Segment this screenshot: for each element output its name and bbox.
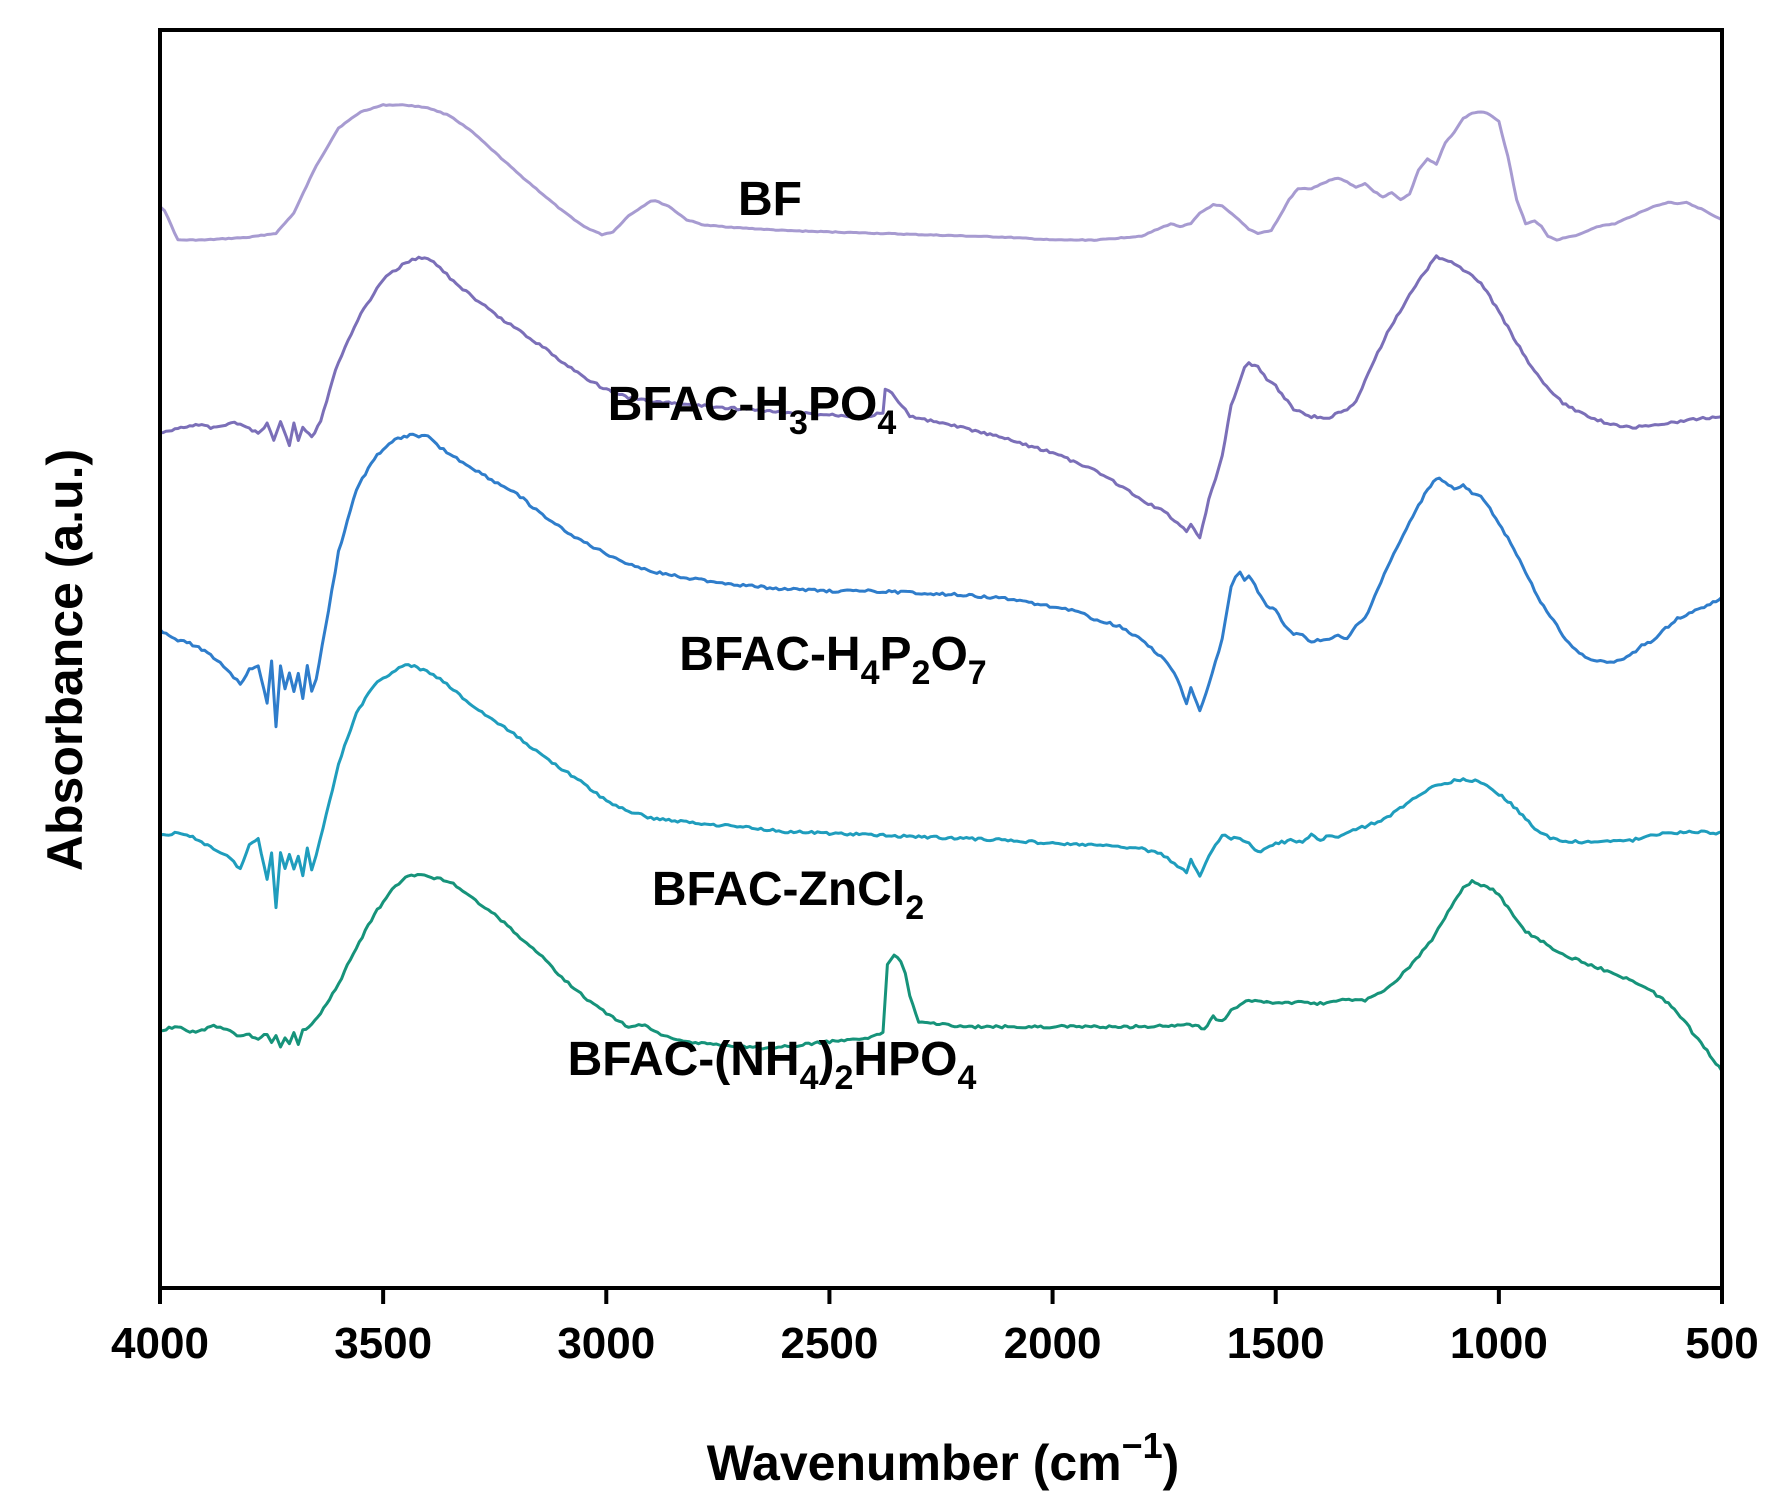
series-label-4: BFAC-(NH4)2HPO4 [568, 1033, 977, 1097]
series-line-1 [159, 254, 1723, 540]
series-label-4-part-5: 4 [957, 1059, 976, 1097]
series-line-3 [159, 663, 1723, 910]
series-label-4-part-0: BFAC-(NH [568, 1033, 800, 1086]
series-label-3-part-1: 2 [905, 889, 924, 927]
series-label-3: BFAC-ZnCl2 [652, 863, 924, 927]
series-label-4-part-4: HPO [853, 1033, 957, 1086]
x-axis-title-superscript: −1 [1122, 1425, 1163, 1466]
x-axis-title: Wavenumber (cm−1) [707, 1425, 1180, 1491]
x-axis-title-close: ) [1163, 1435, 1180, 1491]
plot-frame [158, 28, 1724, 1290]
series-line-0 [159, 103, 1723, 242]
series-label-4-part-3: 2 [835, 1059, 854, 1097]
series-label-0-part-0: BF [738, 173, 802, 226]
series-labels: BFBFAC-H3PO4BFAC-H4P2O7BFAC-ZnCl2BFAC-(N… [568, 173, 987, 1097]
series-label-2-part-0: BFAC-H [679, 628, 860, 681]
x-tick-label-3: 2500 [780, 1319, 878, 1368]
series-label-2-part-2: P [880, 628, 912, 681]
series-label-1: BFAC-H3PO4 [608, 378, 897, 442]
x-tick-label-4: 2000 [1004, 1319, 1102, 1368]
series-label-4-part-1: 4 [800, 1059, 819, 1097]
series-label-2-part-5: 7 [968, 654, 987, 692]
series-label-3-part-0: BFAC-ZnCl [652, 863, 905, 916]
series-label-2: BFAC-H4P2O7 [679, 628, 986, 692]
series-label-4-part-2: ) [819, 1033, 835, 1086]
series-layer [158, 103, 1724, 1073]
y-axis-title: Absorbance (a.u.) [37, 449, 93, 871]
x-tick-label-6: 1000 [1450, 1319, 1548, 1368]
x-tick-label-0: 4000 [111, 1319, 209, 1368]
series-label-1-part-0: BFAC-H [608, 378, 789, 431]
x-tick-label-1: 3500 [334, 1319, 432, 1368]
x-tick-label-2: 3000 [557, 1319, 655, 1368]
series-label-1-part-2: PO [808, 378, 877, 431]
series-label-2-part-3: 2 [912, 654, 931, 692]
series-label-1-part-3: 4 [877, 404, 896, 442]
series-line-2 [158, 432, 1724, 729]
x-ticks: 4000 3500 3000 2500 2000 1500 1000 500 [111, 1288, 1759, 1368]
series-label-0: BF [738, 173, 802, 226]
series-label-1-part-1: 3 [789, 404, 808, 442]
series-line-4 [159, 873, 1724, 1073]
series-label-2-part-4: O [930, 628, 967, 681]
x-tick-label-5: 1500 [1227, 1319, 1325, 1368]
x-tick-label-7: 500 [1685, 1319, 1758, 1368]
x-axis-title-main: Wavenumber (cm [707, 1435, 1122, 1491]
series-label-2-part-1: 4 [861, 654, 880, 692]
